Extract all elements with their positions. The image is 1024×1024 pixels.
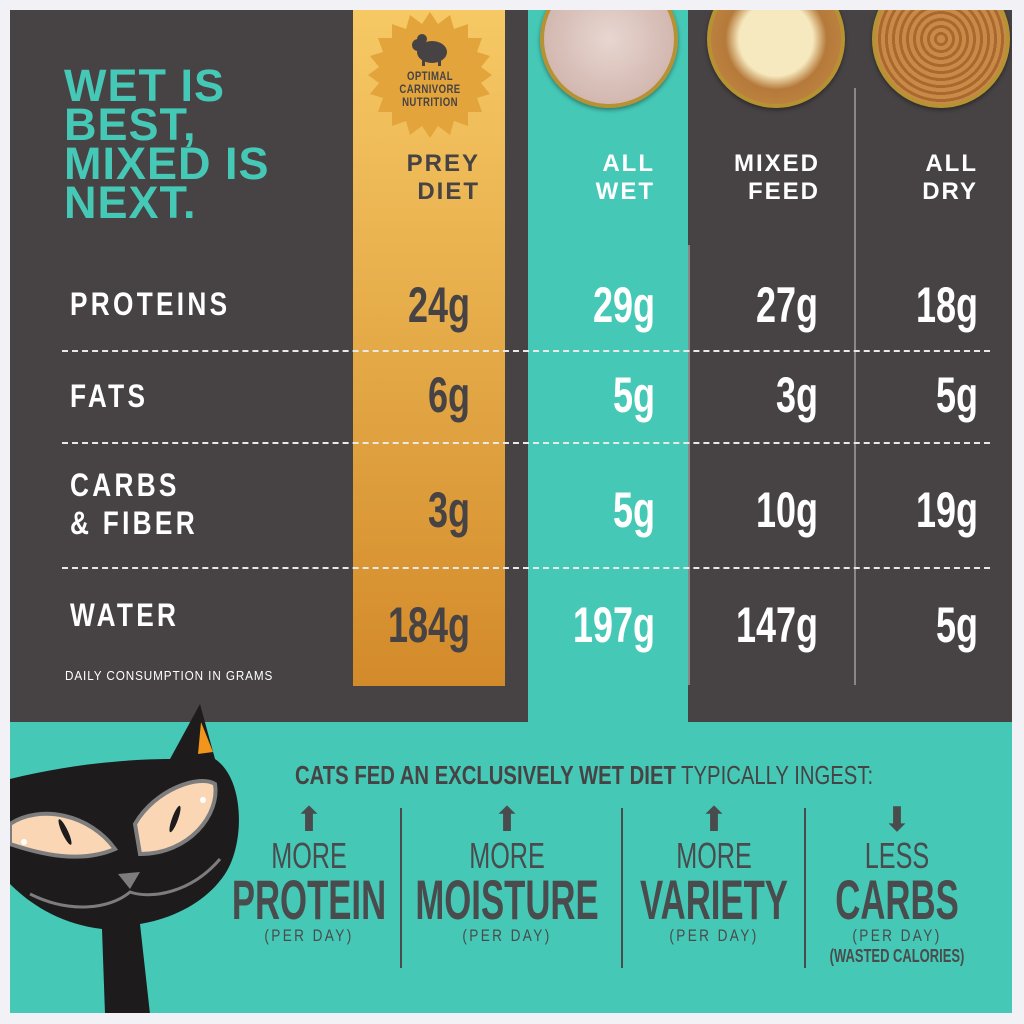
column-header-dry: ALL DRY bbox=[870, 150, 978, 206]
column-header-line: ALL bbox=[602, 150, 655, 177]
column-header-line: FEED bbox=[747, 178, 820, 205]
column-divider bbox=[854, 88, 856, 685]
mouse-icon bbox=[412, 34, 447, 66]
benefit-direction: MORE bbox=[676, 835, 752, 876]
benefit-title: PROTEIN bbox=[231, 868, 387, 931]
column-header-line: MIXED bbox=[733, 150, 820, 177]
dry-food-bowl-image bbox=[872, 10, 1010, 108]
headline-line: NEXT. bbox=[64, 177, 197, 228]
value-fats-prey: 6g bbox=[427, 367, 470, 423]
headline-line: WET IS bbox=[64, 60, 225, 111]
mixed-food-bowl-image bbox=[707, 10, 845, 108]
headline-line: MIXED IS bbox=[64, 138, 270, 189]
column-header-line: ALL bbox=[925, 150, 978, 177]
row-label-carbs: CARBS & FIBER bbox=[70, 466, 198, 542]
value-fats-wet: 5g bbox=[612, 367, 655, 423]
column-header-line: WET bbox=[595, 178, 655, 205]
benefit-moisture: ⬆ MORE MOISTURE (PER DAY) bbox=[412, 802, 602, 946]
ingest-heading: CATS FED AN EXCLUSIVELY WET DIET TYPICAL… bbox=[295, 760, 873, 791]
optimal-nutrition-badge: OPTIMAL CARNIVORE NUTRITION bbox=[362, 10, 498, 140]
cat-illustration-icon bbox=[10, 704, 239, 1013]
ingest-heading-rest: TYPICALLY INGEST: bbox=[675, 760, 874, 790]
value-carbs-dry: 19g bbox=[915, 482, 978, 538]
value-carbs-mixed: 10g bbox=[755, 482, 818, 538]
benefit-period: (PER DAY) bbox=[669, 926, 759, 945]
benefit-divider bbox=[621, 808, 623, 968]
benefit-note: (WASTED CALORIES) bbox=[829, 946, 965, 966]
value-carbs-wet: 5g bbox=[612, 482, 655, 538]
column-header-line: DRY bbox=[922, 178, 978, 205]
value-water-dry: 5g bbox=[935, 597, 978, 653]
benefit-period: (PER DAY) bbox=[462, 926, 552, 945]
all-wet-column bbox=[528, 10, 688, 722]
arrow-up-icon: ⬆ bbox=[492, 801, 522, 839]
benefit-direction: MORE bbox=[271, 835, 347, 876]
value-proteins-dry: 18g bbox=[915, 277, 978, 333]
benefit-title: MOISTURE bbox=[415, 868, 599, 931]
headline-line: BEST, bbox=[64, 99, 197, 150]
row-label-water: WATER bbox=[70, 597, 180, 633]
benefit-divider bbox=[400, 808, 402, 968]
arrow-up-icon: ⬆ bbox=[699, 801, 729, 839]
infographic: WET IS BEST, MIXED IS NEXT. OPTIMAL CARN… bbox=[10, 10, 1012, 1013]
starburst-icon bbox=[368, 12, 492, 138]
benefit-carbs: ⬇ LESS CARBS (PER DAY) (WASTED CALORIES) bbox=[802, 802, 992, 967]
column-header-line: DIET bbox=[417, 178, 480, 205]
benefit-direction: LESS bbox=[864, 835, 930, 876]
row-label-fats: FATS bbox=[70, 378, 149, 414]
value-water-mixed: 147g bbox=[735, 597, 818, 653]
row-divider bbox=[62, 442, 990, 444]
arrow-up-icon: ⬆ bbox=[294, 801, 324, 839]
arrow-down-icon: ⬇ bbox=[882, 801, 912, 839]
badge-line: OPTIMAL bbox=[407, 69, 453, 83]
benefit-protein: ⬆ MORE PROTEIN (PER DAY) bbox=[214, 802, 404, 946]
row-divider bbox=[62, 567, 990, 569]
benefit-variety: ⬆ MORE VARIETY (PER DAY) bbox=[619, 802, 809, 946]
benefit-direction: MORE bbox=[469, 835, 545, 876]
value-proteins-prey: 24g bbox=[407, 277, 470, 333]
value-carbs-prey: 3g bbox=[427, 482, 470, 538]
badge-line: NUTRITION bbox=[402, 95, 458, 109]
benefit-period: (PER DAY) bbox=[852, 926, 942, 945]
column-header-mixed: MIXED FEED bbox=[700, 150, 820, 206]
benefits-panel: CATS FED AN EXCLUSIVELY WET DIET TYPICAL… bbox=[10, 704, 1012, 1013]
value-fats-dry: 5g bbox=[935, 367, 978, 423]
row-divider bbox=[62, 350, 990, 352]
benefit-period: (PER DAY) bbox=[264, 926, 354, 945]
value-proteins-wet: 29g bbox=[592, 277, 655, 333]
headline: WET IS BEST, MIXED IS NEXT. bbox=[64, 60, 270, 228]
column-divider bbox=[688, 245, 690, 685]
row-label-line: CARBS bbox=[70, 467, 180, 503]
badge-line: CARNIVORE bbox=[399, 82, 461, 96]
benefit-title: CARBS bbox=[835, 868, 959, 931]
benefit-divider bbox=[804, 808, 806, 968]
value-proteins-mixed: 27g bbox=[755, 277, 818, 333]
column-header-prey: PREY DIET bbox=[370, 150, 480, 206]
column-header-line: PREY bbox=[406, 150, 480, 177]
column-header-wet: ALL WET bbox=[540, 150, 655, 206]
row-label-line: & FIBER bbox=[70, 505, 198, 541]
row-label-proteins: PROTEINS bbox=[70, 286, 231, 322]
value-fats-mixed: 3g bbox=[775, 367, 818, 423]
units-note: DAILY CONSUMPTION IN GRAMS bbox=[65, 668, 274, 683]
value-water-prey: 184g bbox=[387, 597, 470, 653]
value-water-wet: 197g bbox=[572, 597, 655, 653]
ingest-heading-bold: CATS FED AN EXCLUSIVELY WET DIET bbox=[295, 760, 676, 790]
benefit-title: VARIETY bbox=[640, 868, 788, 931]
